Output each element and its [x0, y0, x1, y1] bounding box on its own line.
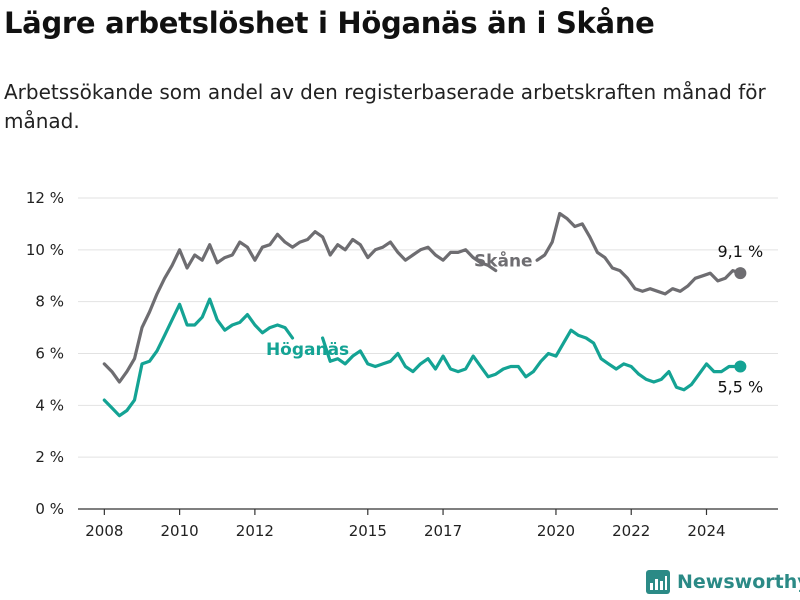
grid-lines: [78, 197, 778, 458]
skane-line: [102, 211, 742, 384]
x-tick-label: 2024: [687, 522, 725, 540]
x-tick-label: 2017: [424, 522, 462, 540]
y-tick-label: 8 %: [35, 293, 64, 311]
x-tick-label: 2008: [85, 522, 123, 540]
y-tick-label: 2 %: [35, 448, 64, 466]
x-tick-label: 2020: [537, 522, 575, 540]
skane-end-point: [734, 267, 747, 280]
chart-title: Lägre arbetslöshet i Höganäs än i Skåne: [4, 6, 655, 40]
y-tick-label: 4 %: [35, 396, 64, 414]
skane-label: Skåne: [474, 250, 533, 272]
series-lines: [102, 211, 747, 418]
y-tick-label: 10 %: [26, 241, 64, 259]
hoganas-label: Höganäs: [266, 340, 349, 360]
x-tick-label: 2022: [612, 522, 650, 540]
x-tick-label: 2012: [236, 522, 274, 540]
hoganas-end-point: [734, 360, 747, 373]
brand-name: Newsworthy: [677, 571, 800, 593]
hoganas-end-value: 5,5 %: [717, 377, 763, 396]
hoganas-line: [102, 297, 742, 418]
chart-subtitle: Arbetssökande som andel av den registerb…: [4, 80, 766, 133]
newsworthy-brand: Newsworthy: [646, 570, 800, 594]
x-axis: 2008 2010 2012 2015 2017 2020 2022 2024: [78, 508, 778, 540]
series-labels: Skåne Höganäs 9,1 % 5,5 %: [266, 242, 763, 396]
y-tick-label: 0 %: [35, 500, 64, 518]
bar-chart-logo-icon: [646, 570, 670, 594]
y-tick-label: 12 %: [26, 189, 64, 207]
y-axis-tick-labels: 0 % 2 % 4 % 6 % 8 % 10 % 12 %: [26, 189, 64, 518]
x-tick-label: 2010: [161, 522, 199, 540]
x-tick-label: 2015: [349, 522, 387, 540]
y-tick-label: 6 %: [35, 345, 64, 363]
skane-end-value: 9,1 %: [717, 242, 763, 261]
